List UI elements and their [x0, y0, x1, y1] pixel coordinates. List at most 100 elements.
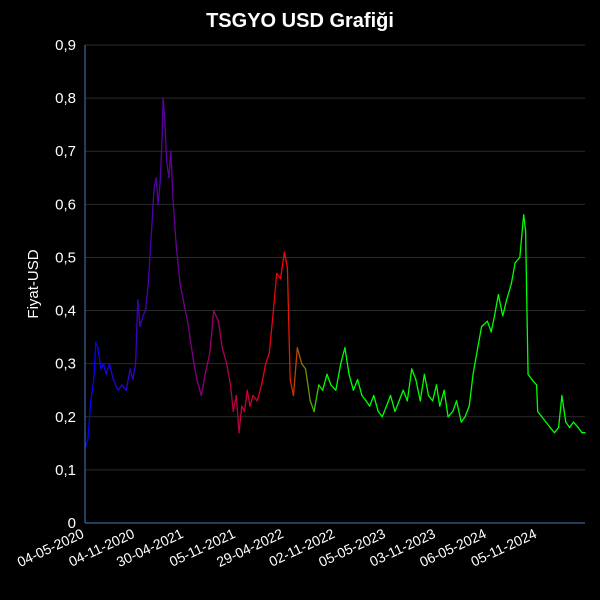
price-line-segment: [232, 394, 237, 413]
y-tick-label: 0,3: [55, 356, 76, 373]
y-axis-label: Fiyat-USD: [25, 249, 42, 318]
price-line-segment: [243, 389, 248, 413]
price-line-segment: [565, 421, 571, 429]
price-line-segment: [524, 230, 529, 375]
price-line-segment: [318, 384, 324, 391]
price-line-segment: [309, 400, 315, 413]
price-line-segment: [321, 373, 328, 391]
y-tick-label: 0,8: [55, 90, 76, 107]
price-line-segment: [464, 405, 470, 418]
price-line-segment: [326, 373, 332, 386]
price-line-segment: [142, 309, 147, 317]
price-line-segment: [490, 315, 496, 333]
price-line-segment: [213, 309, 220, 322]
price-line-segment: [134, 299, 139, 365]
price-line-segment: [246, 389, 251, 407]
price-line-segment: [296, 347, 303, 365]
price-line-segment: [172, 198, 177, 248]
price-line-segment: [304, 368, 311, 402]
price-line-segment: [535, 384, 539, 413]
price-line-segment: [439, 389, 445, 407]
price-line-segment: [289, 378, 295, 397]
price-line-segment: [385, 394, 392, 407]
price-line-segment: [549, 426, 556, 434]
y-tick-label: 0,6: [55, 196, 76, 213]
price-line-segment: [117, 384, 123, 391]
price-line-segment: [435, 384, 441, 407]
y-tick-label: 0,5: [55, 249, 76, 266]
price-line-segment: [129, 368, 134, 381]
price-line-segment: [443, 389, 449, 418]
price-line-segment: [132, 363, 137, 381]
y-tick-label: 0,9: [55, 37, 76, 54]
price-line-segment: [545, 421, 551, 429]
price-line-segment: [361, 394, 367, 402]
price-line-segment: [389, 394, 396, 413]
price-line-segment: [505, 283, 512, 301]
price-line-segment: [541, 416, 547, 423]
price-line-segment: [348, 373, 355, 391]
price-line-segment: [137, 299, 141, 328]
y-tick-label: 0,4: [55, 303, 76, 320]
price-line-segment: [161, 97, 164, 142]
price-line-segment: [229, 384, 234, 413]
price-line-segment: [183, 304, 190, 328]
price-line-segment: [356, 378, 363, 397]
price-line-segment: [460, 416, 466, 423]
price-line-segment: [561, 394, 567, 423]
price-line-segment: [260, 363, 267, 386]
price-line-segment: [102, 363, 107, 375]
price-line-segment: [527, 373, 533, 381]
price-line-segment: [95, 341, 99, 349]
y-tick-label: 0,7: [55, 143, 76, 160]
price-line-segment: [352, 378, 359, 391]
price-line-segment: [209, 309, 215, 354]
price-line-segment: [344, 347, 350, 375]
price-line-segment: [369, 394, 375, 407]
price-line-segment: [87, 400, 92, 439]
price-line-segment: [510, 262, 516, 285]
axes: [84, 45, 585, 524]
price-line-segment: [531, 378, 538, 386]
price-line-segment: [150, 187, 155, 232]
price-line-segment: [105, 363, 111, 375]
price-line-segment: [217, 320, 223, 349]
price-line-segment: [276, 272, 282, 280]
y-tick-label: 0,1: [55, 462, 76, 479]
price-line-segment: [455, 400, 462, 423]
price-line-segment: [192, 357, 198, 381]
price-line-segment: [301, 363, 307, 370]
grid-lines: [85, 44, 585, 471]
price-line-segment: [159, 139, 163, 184]
price-line-segment: [235, 394, 240, 434]
price-line-segment: [204, 352, 211, 375]
price-line-segment: [252, 394, 258, 402]
price-line-segment: [394, 400, 400, 413]
price-line-segment: [157, 182, 161, 205]
chart-title: TSGYO USD Grafiği: [206, 10, 394, 32]
price-line-segment: [519, 214, 525, 259]
price-line-segment: [373, 394, 379, 413]
price-line-segment: [175, 246, 181, 285]
price-line-segment: [427, 394, 434, 402]
price-line-segment: [411, 368, 417, 381]
y-tick-label: 0,2: [55, 409, 76, 426]
price-line-segment: [268, 309, 275, 354]
price-line-segment: [125, 368, 131, 391]
price-line-segment: [164, 118, 168, 163]
price-line-segment: [381, 405, 388, 418]
y-tick-label: 0: [68, 515, 76, 532]
price-line-segment: [553, 426, 560, 434]
price-line-segment: [452, 400, 458, 413]
price-line-segment: [249, 394, 254, 407]
price-line-segment: [121, 384, 127, 391]
price-line-segment: [447, 410, 454, 418]
price-line-segment: [472, 347, 479, 375]
price-line-segment: [97, 347, 102, 370]
price-line-segment: [256, 384, 263, 402]
price-line-segment: [84, 437, 89, 450]
price-line-segment: [139, 315, 144, 328]
